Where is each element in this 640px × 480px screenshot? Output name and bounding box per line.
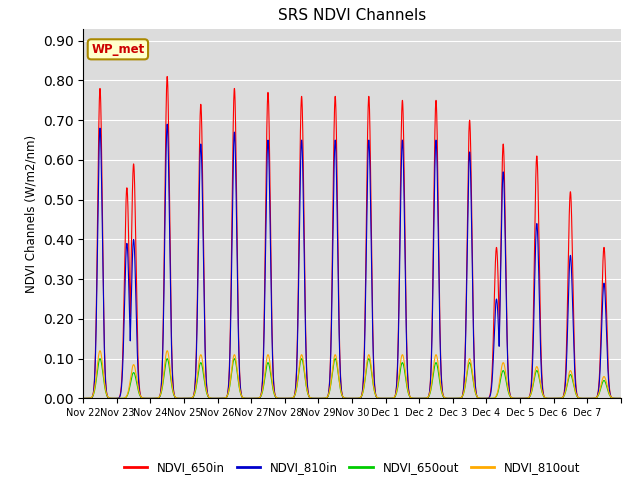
NDVI_810in bbox=[478, 396, 486, 401]
NDVI_810in bbox=[421, 396, 429, 401]
NDVI_650in bbox=[163, 73, 171, 79]
NDVI_650in bbox=[397, 125, 405, 131]
NDVI_810out bbox=[421, 396, 429, 401]
NDVI_810out bbox=[106, 396, 114, 401]
NDVI_810in bbox=[274, 396, 282, 401]
NDVI_810out bbox=[274, 396, 282, 401]
NDVI_650out bbox=[96, 356, 104, 361]
NDVI_810out bbox=[507, 394, 515, 399]
NDVI_650out bbox=[274, 396, 282, 401]
NDVI_650out bbox=[397, 362, 405, 368]
Line: NDVI_650in: NDVI_650in bbox=[83, 76, 621, 398]
NDVI_810out bbox=[478, 396, 486, 401]
Title: SRS NDVI Channels: SRS NDVI Channels bbox=[278, 9, 426, 24]
NDVI_810in bbox=[617, 396, 625, 401]
NDVI_650in bbox=[617, 396, 625, 401]
NDVI_810out bbox=[397, 354, 405, 360]
NDVI_650in bbox=[421, 396, 429, 401]
NDVI_650in bbox=[478, 396, 486, 401]
Legend: NDVI_650in, NDVI_810in, NDVI_650out, NDVI_810out: NDVI_650in, NDVI_810in, NDVI_650out, NDV… bbox=[119, 456, 585, 479]
NDVI_650out bbox=[507, 394, 515, 400]
Line: NDVI_650out: NDVI_650out bbox=[83, 359, 621, 398]
NDVI_650out bbox=[106, 396, 114, 401]
Line: NDVI_810in: NDVI_810in bbox=[83, 124, 621, 398]
NDVI_650in bbox=[79, 396, 87, 401]
NDVI_650in bbox=[106, 396, 114, 401]
NDVI_810in bbox=[163, 121, 171, 127]
NDVI_810in bbox=[507, 394, 515, 399]
NDVI_810in bbox=[397, 161, 405, 167]
NDVI_650in bbox=[274, 396, 282, 401]
NDVI_650in bbox=[507, 394, 515, 399]
NDVI_810in bbox=[79, 396, 87, 401]
NDVI_650out bbox=[617, 396, 625, 401]
NDVI_650out bbox=[79, 396, 87, 401]
Text: WP_met: WP_met bbox=[92, 43, 145, 56]
NDVI_810out bbox=[96, 348, 104, 354]
NDVI_810out bbox=[617, 396, 625, 401]
Y-axis label: NDVI Channels (W/m2/nm): NDVI Channels (W/m2/nm) bbox=[24, 134, 37, 293]
NDVI_650out bbox=[478, 396, 486, 401]
Line: NDVI_810out: NDVI_810out bbox=[83, 351, 621, 398]
NDVI_810out bbox=[79, 396, 87, 401]
NDVI_650out bbox=[421, 396, 429, 401]
NDVI_810in bbox=[106, 396, 114, 401]
